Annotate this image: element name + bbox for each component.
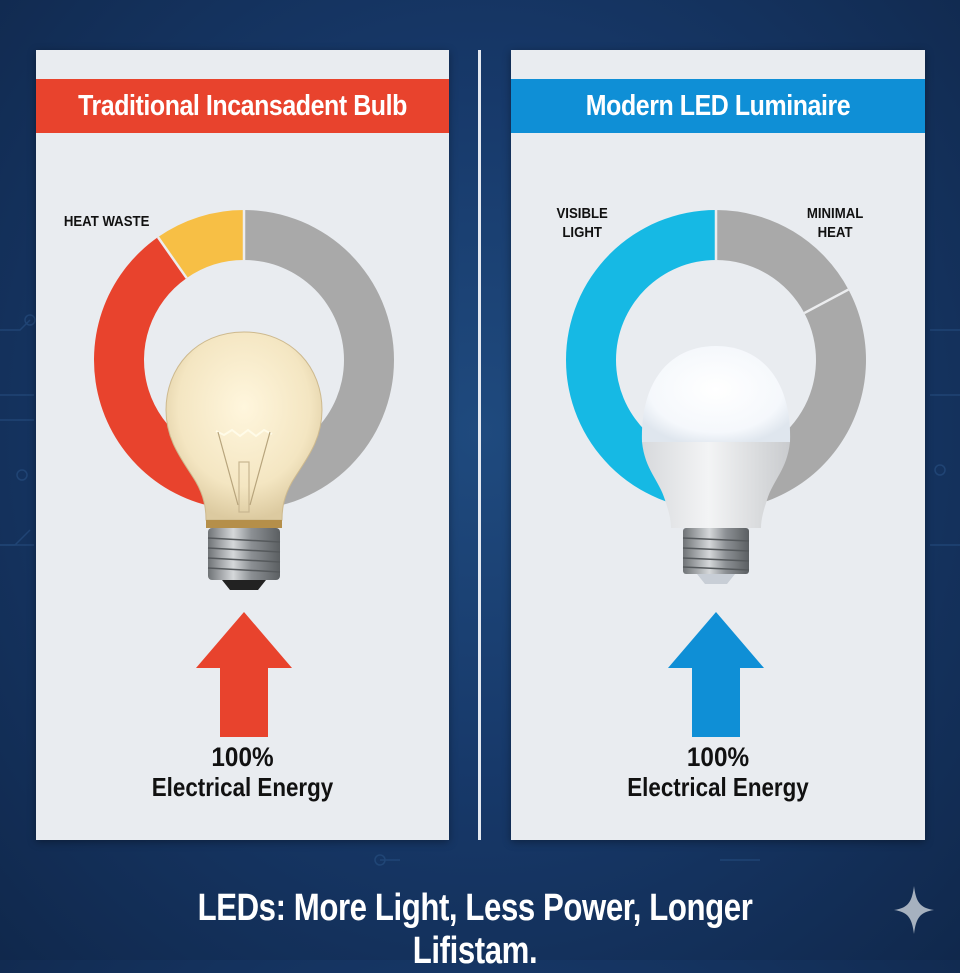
sparkle-icon (894, 886, 934, 934)
led-energy-ring (566, 210, 866, 584)
visible-light-label: VISIBLE LIGHT (556, 205, 608, 241)
led-bulb-icon (641, 346, 791, 584)
energy-label: Electrical Energy (627, 772, 809, 802)
minimal-heat-label: MINIMAL HEAT (806, 205, 864, 241)
incandescent-bulb-icon (165, 331, 323, 590)
ring-segment-minimal-heat-1 (716, 210, 849, 314)
heat-waste-label: HEAT WASTE (63, 213, 150, 230)
incandescent-title-banner (36, 79, 449, 133)
energy-label: Electrical Energy (151, 772, 334, 802)
led-panel: Modern LED Luminaire (511, 50, 925, 840)
led-energy-arrow-icon (668, 612, 764, 737)
energy-percent: 100% (211, 742, 274, 772)
incandescent-energy-ring (94, 210, 394, 590)
panel-divider (478, 50, 481, 840)
incandescent-title: Traditional Incansadent Bulb (78, 89, 407, 122)
incandescent-panel: Traditional Incansadent Bulb (36, 50, 449, 840)
footer-tagline: LEDs: More Light, Less Power, Longer Lif… (197, 887, 753, 972)
ring-segment-visible-light (566, 210, 716, 510)
ring-segment-gray (244, 210, 394, 510)
led-energy-input: 100% Electrical Energy (511, 742, 925, 802)
led-title: Modern LED Luminaire (585, 89, 851, 122)
led-title-banner (511, 79, 925, 133)
ring-segment-visible-light (157, 210, 244, 279)
incandescent-energy-arrow-icon (196, 612, 292, 737)
energy-percent: 100% (686, 742, 750, 772)
ring-segment-heat-waste (94, 237, 244, 510)
incandescent-energy-input: 100% Electrical Energy (36, 742, 449, 802)
